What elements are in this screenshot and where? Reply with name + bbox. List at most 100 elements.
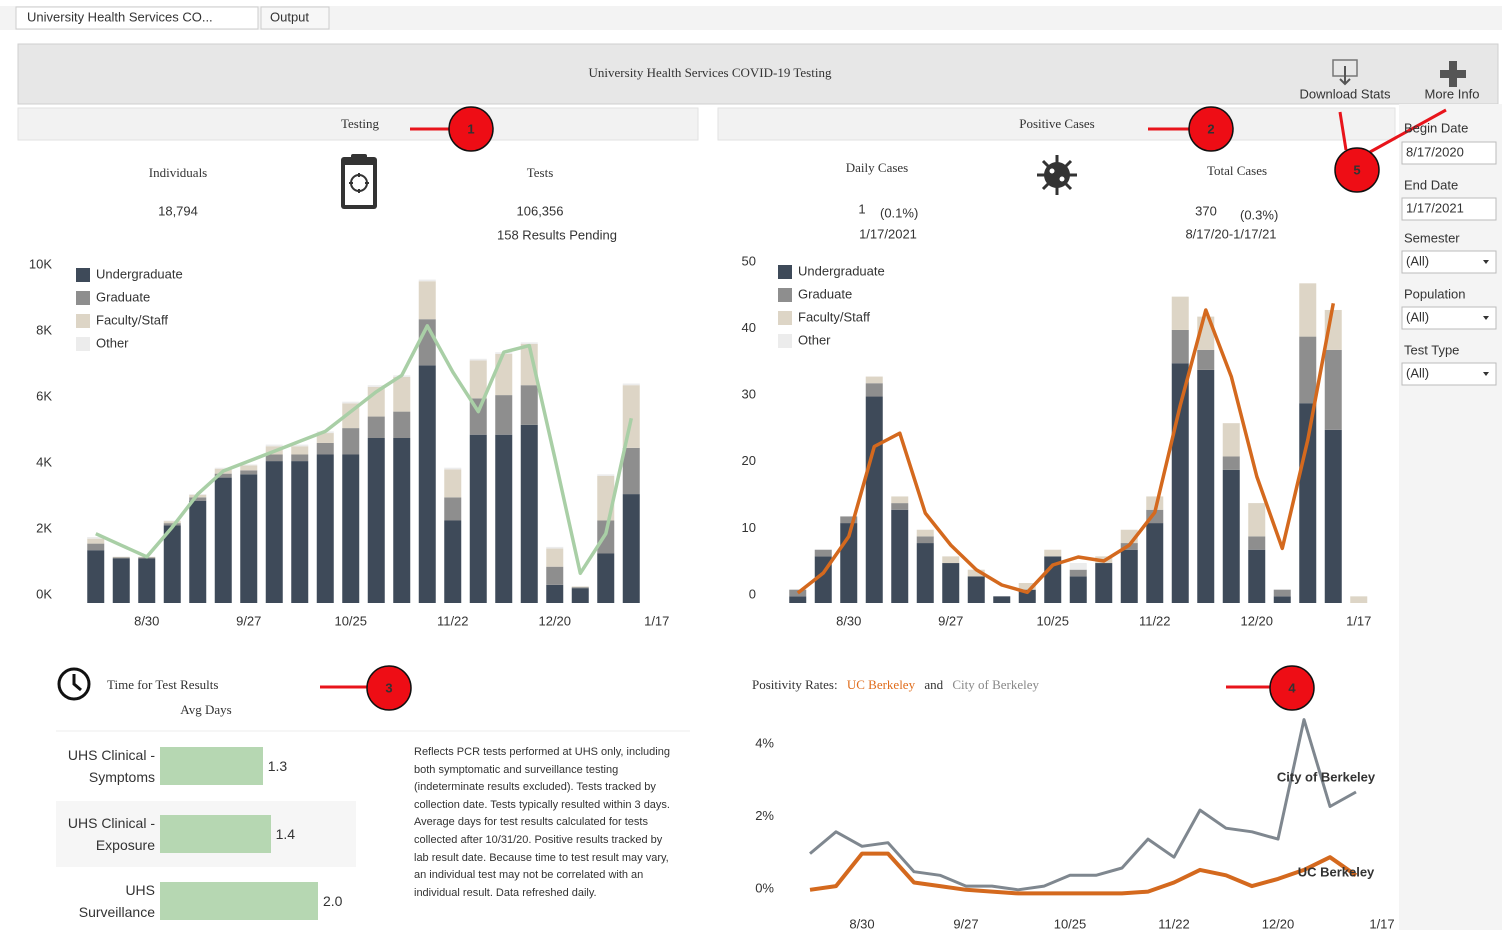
bar-segment: [916, 543, 934, 603]
callout-number: 1: [467, 121, 474, 136]
more-info-icon[interactable]: [1440, 61, 1466, 87]
bar-segment: [1120, 549, 1138, 603]
bar-segment: [916, 536, 934, 544]
bar-segment: [622, 383, 640, 386]
bar-segment: [469, 360, 487, 399]
bar-segment: [1324, 349, 1342, 430]
y-tick-label: 30: [742, 387, 756, 402]
section-band: [717, 107, 1396, 141]
x-tick-label: 1/17: [1369, 916, 1394, 930]
x-tick-label: 10/25: [1036, 613, 1069, 628]
bar-segment: [571, 586, 589, 588]
y-tick-label: 0K: [36, 586, 52, 601]
bar-segment: [891, 496, 909, 504]
bar-segment: [418, 365, 436, 603]
bar-segment: [520, 385, 538, 425]
bar-segment: [240, 470, 258, 475]
filter-value[interactable]: (All): [1406, 365, 1429, 380]
kpi-share: (0.3%): [1240, 207, 1278, 222]
bar-segment: [342, 401, 360, 404]
kpi-label: Tests: [527, 165, 554, 180]
tab[interactable]: [15, 6, 259, 30]
bar-segment: [1069, 563, 1087, 570]
x-tick-label: 11/22: [1139, 613, 1171, 628]
bar-segment: [87, 538, 105, 544]
tab[interactable]: [260, 6, 330, 30]
callout: 4: [1269, 665, 1315, 711]
bar-segment: [1299, 336, 1317, 404]
bar-row: UHS Surveillance 2.0: [56, 868, 356, 930]
bar: [160, 815, 271, 853]
filter-input[interactable]: [1401, 362, 1497, 386]
legend-label: Undergraduate: [798, 263, 885, 278]
bar-segment: [967, 576, 985, 603]
legend-swatch: [76, 314, 90, 328]
bar-segment: [163, 521, 181, 524]
x-tick-label: 8/30: [849, 916, 874, 930]
dropdown-arrow: [1483, 316, 1489, 320]
legend-swatch: [76, 337, 90, 351]
bar-segment: [1222, 423, 1240, 457]
bar-segment: [112, 556, 130, 558]
bar-segment: [546, 584, 564, 603]
filter-label: Semester: [1404, 230, 1460, 245]
filter-value[interactable]: 8/17/2020: [1406, 144, 1464, 159]
bar-segment: [942, 563, 960, 603]
bar-segment: [1095, 563, 1113, 603]
bar-segment: [789, 589, 807, 597]
tab-label[interactable]: University Health Services CO...: [27, 9, 213, 24]
bar-segment: [265, 444, 283, 447]
y-tick-label: 0%: [755, 880, 774, 895]
download-icon[interactable]: [1332, 59, 1358, 86]
bar-segment: [189, 497, 207, 501]
bar-label: UHS Clinical - Symptoms: [67, 747, 155, 785]
tab-label[interactable]: Output: [270, 9, 309, 24]
bar-segment: [444, 469, 462, 498]
trend-line: [95, 324, 634, 576]
kpi-value: 370: [1195, 203, 1217, 218]
download-button[interactable]: Download Stats: [1299, 86, 1391, 101]
filter-value[interactable]: (All): [1406, 309, 1429, 324]
filter-input[interactable]: [1401, 141, 1497, 165]
bar-segment: [240, 464, 258, 466]
more-info-button[interactable]: More Info: [1425, 86, 1480, 101]
bar-segment: [393, 376, 411, 412]
bar-segment: [546, 548, 564, 567]
x-tick-label: 9/27: [953, 916, 978, 930]
series-line: [809, 718, 1357, 892]
section-title: Time for Test Results: [107, 677, 218, 692]
series-label: City of Berkeley: [1277, 769, 1376, 784]
bar-segment: [546, 546, 564, 549]
filter-input[interactable]: [1401, 250, 1497, 274]
bar-segment: [546, 566, 564, 585]
dropdown-arrow: [1483, 260, 1489, 264]
x-tick-label: 8/30: [134, 613, 159, 628]
bar-segment: [291, 444, 309, 447]
trend-line: [796, 302, 1336, 595]
legend-label: Faculty/Staff: [798, 309, 870, 324]
bar-row: UHS Clinical - Exposure 1.4: [56, 801, 356, 867]
x-tick-label: 10/25: [334, 613, 367, 628]
bar-segment: [393, 438, 411, 603]
filter-value[interactable]: (All): [1406, 253, 1429, 268]
filter-input[interactable]: [1401, 306, 1497, 330]
bar-segment: [1324, 429, 1342, 603]
bar-segment: [163, 520, 181, 522]
bar-segment: [520, 424, 538, 603]
x-tick-label: 9/27: [236, 613, 261, 628]
bar-segment: [993, 596, 1011, 603]
legend-label: Graduate: [96, 289, 150, 304]
bar-segment: [444, 497, 462, 521]
bar-segment: [444, 467, 462, 470]
kpi-value: 1: [858, 201, 865, 216]
filter-input[interactable]: [1401, 197, 1497, 221]
clock-icon: [57, 667, 91, 701]
y-tick-label: 4%: [755, 736, 774, 751]
filter-value[interactable]: 1/17/2021: [1406, 200, 1464, 215]
bar-segment: [214, 467, 232, 469]
kpi-date: 1/17/2021: [859, 226, 917, 241]
bar-segment: [1299, 283, 1317, 337]
bar-segment: [1248, 536, 1266, 550]
bar-segment: [367, 416, 385, 438]
